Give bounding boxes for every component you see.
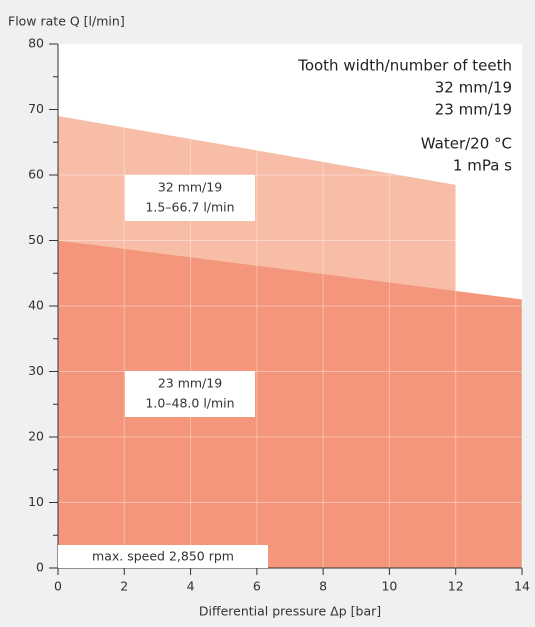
y-tick-label: 40 <box>28 298 44 313</box>
y-tick-label: 20 <box>28 429 44 444</box>
note: max. speed 2,850 rpm <box>92 549 234 564</box>
x-tick-label: 8 <box>319 579 327 594</box>
x-tick-label: 14 <box>514 579 530 594</box>
x-axis-label: Differential pressure Δp [bar] <box>199 604 381 619</box>
x-tick-label: 2 <box>120 579 128 594</box>
area <box>58 240 522 568</box>
x-tick-label: 10 <box>381 579 397 594</box>
y-tick-label: 0 <box>36 560 44 575</box>
legend-entry: 23 mm/19 <box>435 101 512 119</box>
x-tick-label: 12 <box>448 579 464 594</box>
x-tick-label: 4 <box>187 579 195 594</box>
y-axis-label: Flow rate Q [l/min] <box>8 14 125 29</box>
medium: 1 mPa s <box>453 157 512 175</box>
range-label: 1.0–48.0 l/min <box>145 396 234 411</box>
y-tick-label: 50 <box>28 232 44 247</box>
y-tick-label: 70 <box>28 101 44 116</box>
series-label: 23 mm/19 <box>158 376 222 391</box>
series-label: 32 mm/19 <box>158 180 222 195</box>
x-tick-label: 0 <box>54 579 62 594</box>
range-label: 1.5–66.7 l/min <box>145 200 234 215</box>
note-box <box>58 545 268 568</box>
y-tick-label: 30 <box>28 363 44 378</box>
medium: Water/20 °C <box>421 135 512 153</box>
label-box <box>125 175 255 221</box>
y-tick-label: 80 <box>28 36 44 51</box>
legend-title: Tooth width/number of teeth <box>297 57 512 75</box>
label-box <box>125 371 255 417</box>
y-tick-label: 60 <box>28 167 44 182</box>
x-tick-label: 6 <box>253 579 261 594</box>
legend-entry: 32 mm/19 <box>435 79 512 97</box>
y-tick-label: 10 <box>28 494 44 509</box>
